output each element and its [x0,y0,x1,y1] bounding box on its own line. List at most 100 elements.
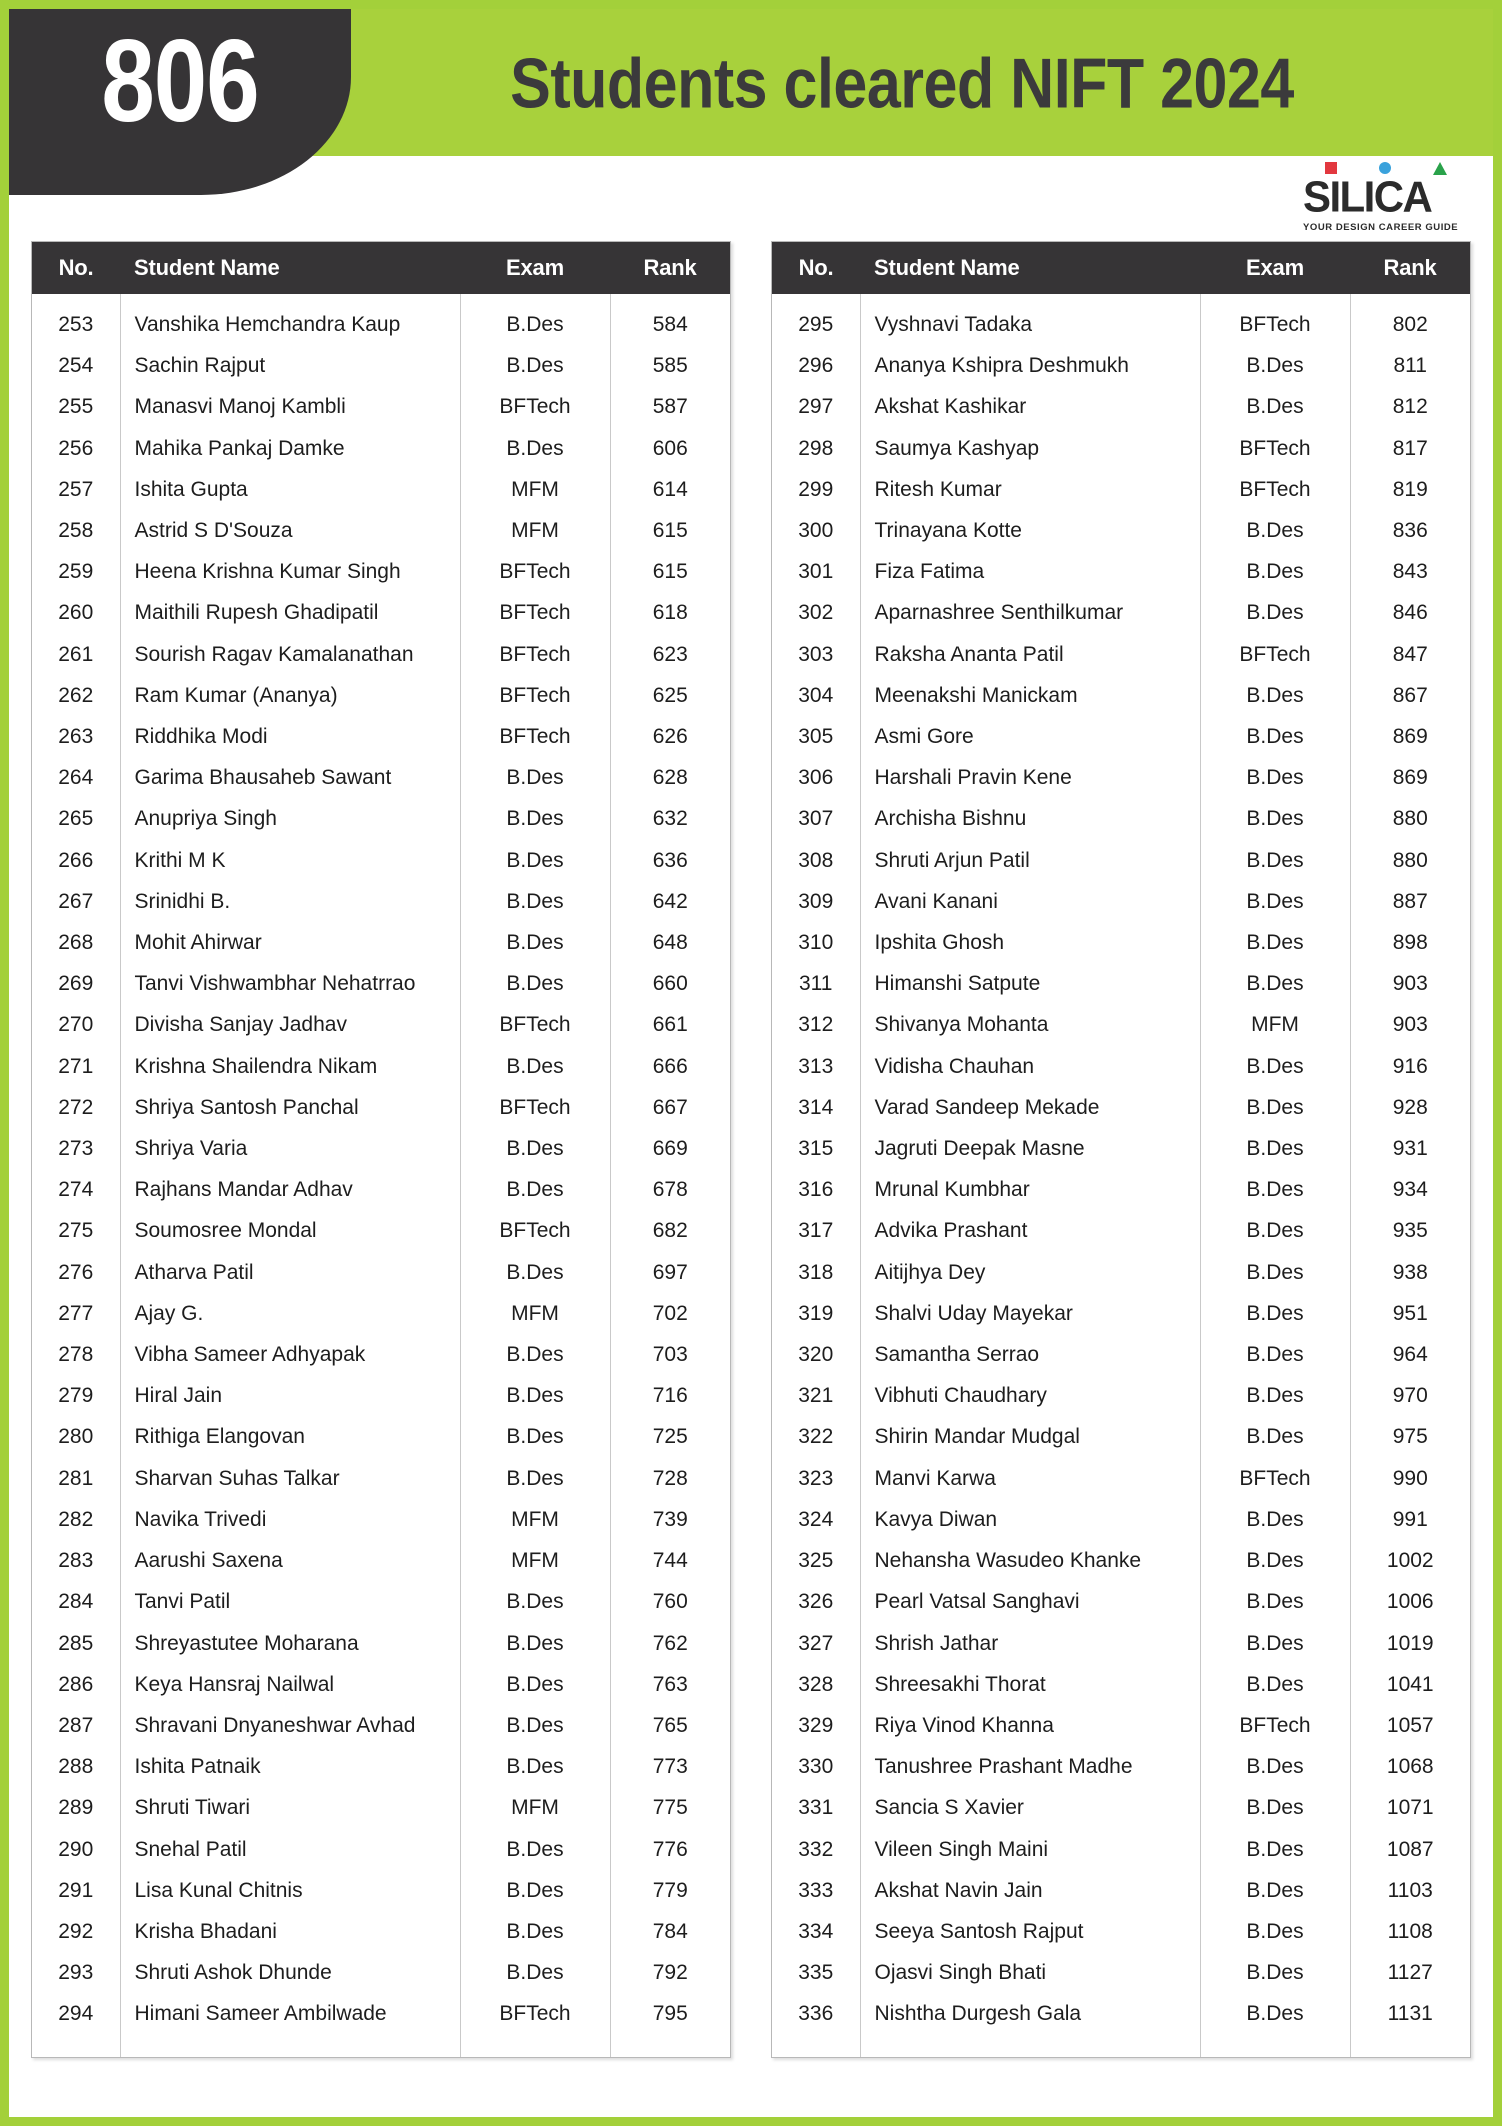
cell-no: 298 [772,427,861,469]
cell-rank: 725 [652,1425,688,1449]
cell-rank: 648 [652,931,688,955]
cell-student-name: Shirin Mandar Mudgal [860,1416,1201,1458]
cell-exam: BFTech [1200,1704,1351,1747]
column-header-name: Student Name [860,242,1200,294]
cell-no: 260 [32,592,121,634]
cell-student-name: Shalvi Uday Mayekar [860,1292,1201,1335]
cell-student-name: Advika Prashant [860,1210,1201,1252]
cell-rank: 935 [1392,1219,1428,1243]
cell-student-name: Hiral Jain [120,1375,461,1417]
cell-rank: 938 [1392,1260,1428,1284]
table-row: 254 Sachin Rajput B.Des 585 [32,345,730,387]
cell-rank: 614 [652,477,688,501]
cell-rank: 887 [1392,889,1428,913]
cell-no: 332 [772,1828,861,1870]
cell-student-name: Saumya Kashyap [860,427,1201,469]
cell-no: 318 [772,1251,861,1293]
left-table-body: 253 Vanshika Hemchandra Kaup B.Des 584 254 Sa… [32,294,730,2057]
cell-student-name: Krisha Bhadani [120,1910,461,1953]
cell-rank: 678 [652,1178,688,1202]
spacer-cell [772,294,861,304]
left-roster-table: No. Student Name Exam Rank 253 Vanshika H… [32,242,730,2057]
cell-student-name: Vileen Singh Maini [860,1828,1201,1870]
cell-rank: 1108 [1387,1919,1433,1943]
table-row: 255 Manasvi Manoj Kambli BFTech 587 [32,386,730,428]
cell-no: 275 [32,1210,121,1252]
cell-no: 328 [772,1663,861,1705]
cell-no: 263 [32,716,121,758]
cell-exam: B.Des [460,1869,611,1911]
cell-student-name: Tanvi Vishwambhar Nehatrrao [120,963,461,1005]
table-row: 310 Ipshita Ghosh B.Des 898 [772,922,1470,964]
table-row: 261 Sourish Ragav Kamalanathan BFTech 623 [32,633,730,675]
cell-rank: 775 [652,1796,688,1820]
cell-exam: BFTech [460,716,611,758]
cell-rank: 880 [1392,848,1428,872]
cell-no: 267 [32,880,121,923]
table-row: 329 Riya Vinod Khanna BFTech 1057 [772,1704,1470,1747]
table-row: 303 Raksha Ananta Patil BFTech 847 [772,633,1470,675]
table-row: 320 Samantha Serrao B.Des 964 [772,1334,1470,1376]
table-row: 273 Shriya Varia B.Des 669 [32,1128,730,1170]
column-header-exam: Exam [460,242,610,294]
cell-student-name: Sharvan Suhas Talkar [120,1457,461,1499]
table-row: 253 Vanshika Hemchandra Kaup B.Des 584 [32,304,730,346]
cell-student-name: Keya Hansraj Nailwal [120,1663,461,1705]
cell-student-name: Ajay G. [120,1292,461,1335]
cell-rank: 625 [652,683,688,707]
cell-exam: B.Des [1200,1128,1351,1170]
cell-no: 295 [772,304,861,346]
cell-student-name: Rajhans Mandar Adhav [120,1169,461,1211]
cell-student-name: Fiza Fatima [860,551,1201,593]
cell-student-name: Aitijhya Dey [860,1251,1201,1293]
left-table-card: No. Student Name Exam Rank 253 Vanshika H… [31,241,731,2058]
cell-no: 286 [32,1663,121,1705]
cell-student-name: Mohit Ahirwar [120,922,461,964]
cell-exam: B.Des [1200,1746,1351,1788]
cell-exam: MFM [460,1540,611,1582]
cell-exam: B.Des [460,1746,611,1788]
cell-rank: 623 [652,642,688,666]
cell-no: 333 [772,1869,861,1911]
cell-student-name: Riya Vinod Khanna [860,1704,1201,1747]
cell-student-name: Samantha Serrao [860,1334,1201,1376]
table-spacer [772,2034,1470,2057]
cell-rank: 666 [652,1054,688,1078]
cell-no: 309 [772,880,861,923]
table-row: 264 Garima Bhausaheb Sawant B.Des 628 [32,757,730,799]
table-spacer [32,294,730,304]
cell-student-name: Manvi Karwa [860,1457,1201,1499]
table-row: 298 Saumya Kashyap BFTech 817 [772,427,1470,469]
cell-no: 280 [32,1416,121,1458]
cell-exam: B.Des [1200,1581,1351,1623]
cell-no: 278 [32,1334,121,1376]
cell-no: 273 [32,1128,121,1170]
cell-student-name: Vibhuti Chaudhary [860,1375,1201,1417]
cell-no: 325 [772,1540,861,1582]
cell-rank: 642 [652,889,688,913]
cell-student-name: Trinayana Kotte [860,510,1201,552]
table-row: 306 Harshali Pravin Kene B.Des 869 [772,757,1470,799]
table-row: 304 Meenakshi Manickam B.Des 867 [772,674,1470,717]
cell-no: 304 [772,674,861,717]
spacer-cell [610,2035,730,2057]
spacer-cell [32,294,121,304]
table-row: 302 Aparnashree Senthilkumar B.Des 846 [772,592,1470,634]
cell-rank: 836 [1392,519,1428,543]
cell-student-name: Aarushi Saxena [120,1540,461,1582]
cell-rank: 1068 [1386,1755,1434,1779]
cell-rank: 1057 [1386,1713,1434,1737]
spacer-cell [860,2034,1201,2057]
spacer-cell [460,294,611,304]
table-row: 312 Shivanya Mohanta MFM 903 [772,1004,1470,1046]
column-header-name: Student Name [120,242,460,294]
cell-rank: 660 [652,972,688,996]
cell-rank: 916 [1392,1054,1428,1078]
cell-no: 303 [772,633,861,675]
logo-tagline: YOUR DESIGN CAREER GUIDE [1303,222,1459,233]
cell-student-name: Ram Kumar (Ananya) [120,674,461,717]
cell-no: 270 [32,1004,121,1046]
cell-no: 320 [772,1334,861,1376]
table-row: 272 Shriya Santosh Panchal BFTech 667 [32,1086,730,1129]
table-row: 332 Vileen Singh Maini B.Des 1087 [772,1828,1470,1870]
